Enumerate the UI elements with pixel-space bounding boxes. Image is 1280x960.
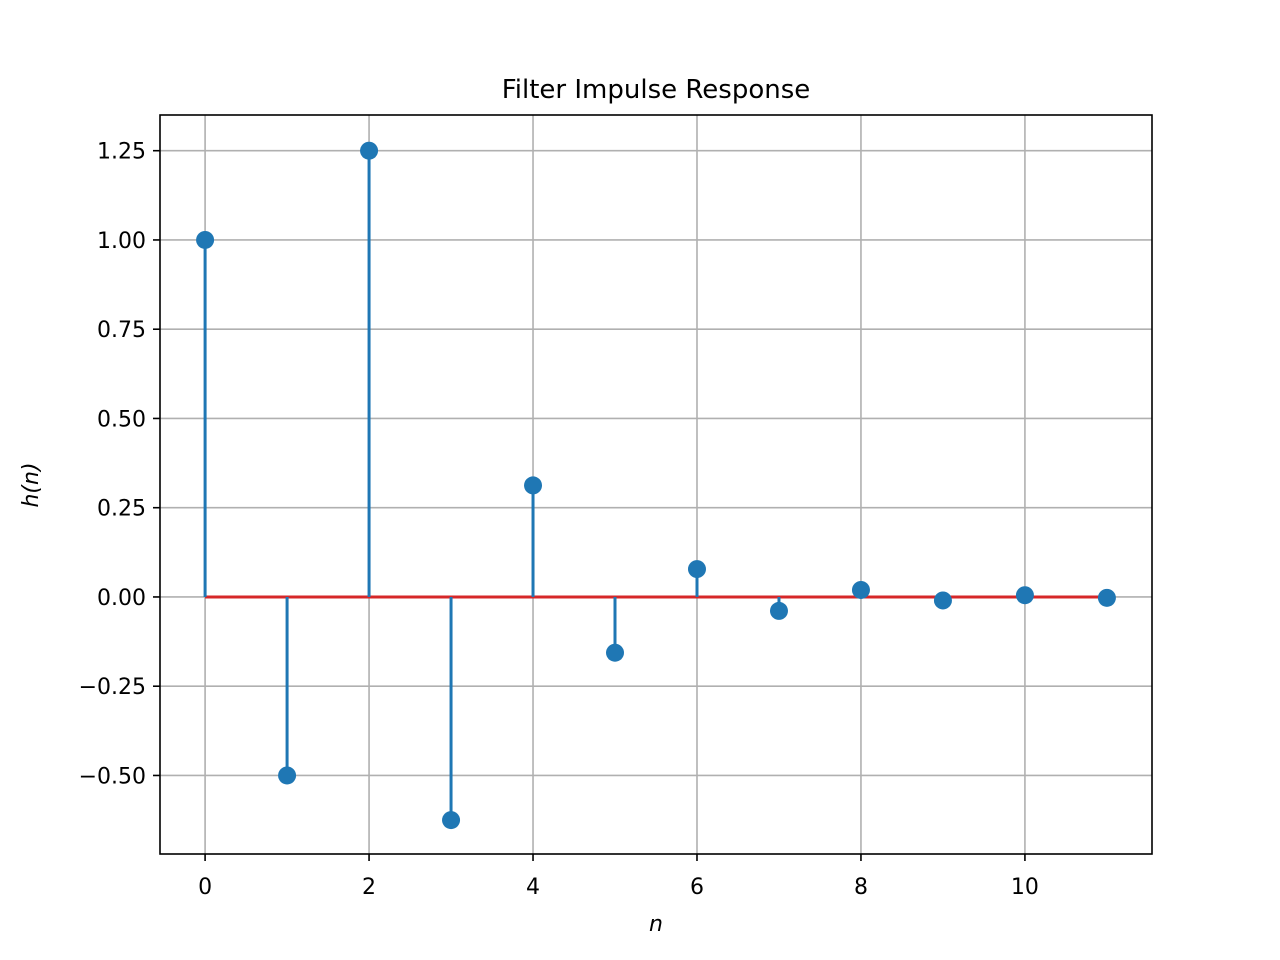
y-tick-label: 0.75 [97, 318, 146, 343]
stem-marker [769, 601, 788, 620]
ticks: 0 2 4 6 8 10 −0.50 −0.25 0.00 0.25 0.50 0.75 1.00 1.2… [79, 140, 1039, 900]
stem-marker [851, 580, 870, 599]
grid [160, 115, 1152, 854]
y-tick-label: 0.50 [97, 407, 146, 432]
stem-marker [524, 476, 543, 495]
y-tick-label: 0.00 [97, 586, 146, 611]
y-tick-label: −0.50 [79, 764, 146, 789]
x-tick-label: 4 [526, 875, 540, 900]
x-tick-label: 0 [198, 875, 212, 900]
chart-title: Filter Impulse Response [502, 75, 811, 105]
y-axis-label: h(n) [19, 462, 44, 507]
stem-marker [360, 141, 379, 160]
plot-frame [159, 114, 1153, 855]
y-tick-label: 1.25 [97, 140, 146, 165]
stem-marker [687, 560, 706, 579]
x-tick-label: 6 [690, 875, 704, 900]
y-tick-label: −0.25 [79, 675, 146, 700]
x-tick-label: 8 [854, 875, 868, 900]
stem-marker [1015, 586, 1034, 605]
x-axis-label: n [649, 912, 663, 937]
stem-marker [196, 230, 215, 249]
stems [196, 141, 1116, 830]
stem-marker [606, 643, 625, 662]
stem-marker [933, 591, 952, 610]
stem-marker [442, 811, 461, 830]
y-tick-label: 0.25 [97, 497, 146, 522]
x-tick-label: 10 [1011, 875, 1039, 900]
stem-marker [1097, 588, 1116, 607]
x-tick-label: 2 [362, 875, 376, 900]
y-tick-label: 1.00 [97, 229, 146, 254]
stem-marker [278, 766, 297, 785]
